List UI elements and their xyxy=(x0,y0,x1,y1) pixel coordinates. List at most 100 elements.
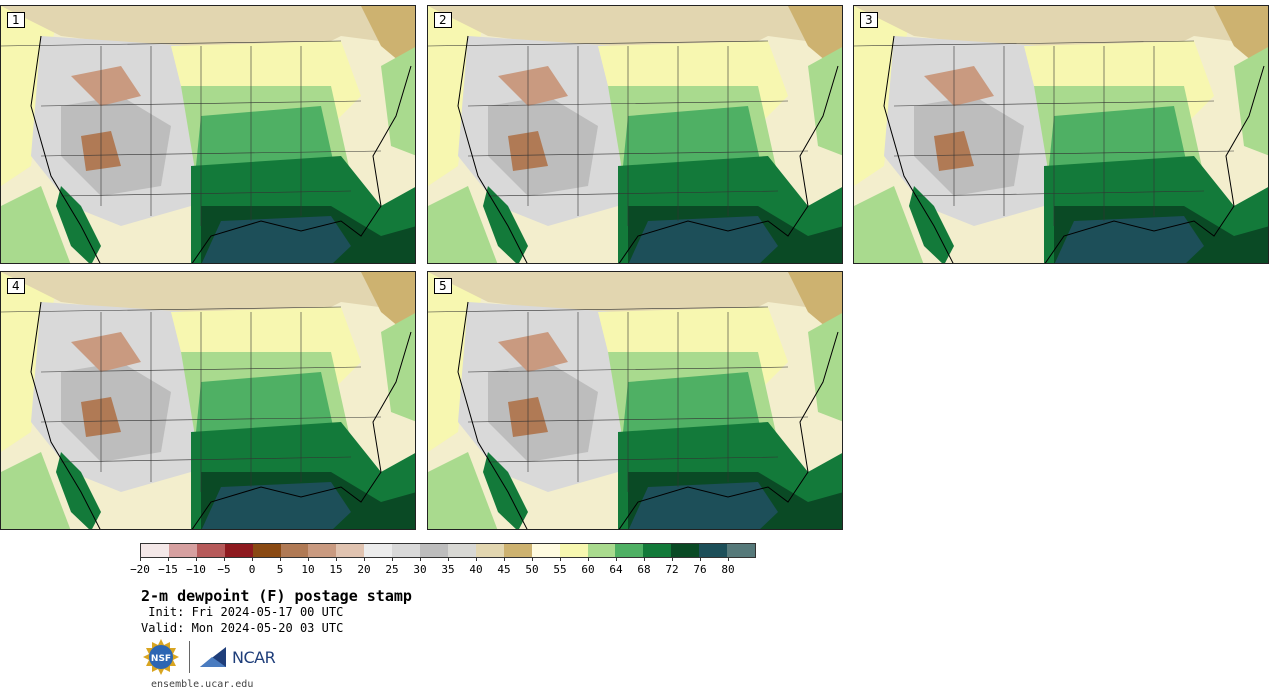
dewpoint-map xyxy=(428,6,842,263)
colorbar-tick-label: −20 xyxy=(130,563,150,576)
atlantic xyxy=(808,313,842,422)
colorbar-tick-mark xyxy=(504,557,505,561)
colorbar-swatch xyxy=(420,544,448,557)
boundary-line xyxy=(467,100,789,107)
colorbar-tick-mark xyxy=(392,557,393,561)
colorbar-tick-label: 5 xyxy=(276,563,284,576)
colorbar-tick-mark xyxy=(336,557,337,561)
boundary-line xyxy=(913,190,1205,197)
west-brown-1 xyxy=(71,332,141,372)
colorbar-swatch xyxy=(252,544,281,557)
boundary-line xyxy=(40,416,382,423)
colorbar-swatch xyxy=(531,544,560,557)
boundary-line xyxy=(854,40,1195,47)
gulf-teal xyxy=(201,216,351,263)
boundary-line xyxy=(1,306,342,313)
colorbar-swatch xyxy=(392,544,421,557)
atlantic xyxy=(381,313,415,422)
colorbar-tick-mark xyxy=(224,557,225,561)
boundaries xyxy=(1,306,382,492)
boundary-line xyxy=(428,306,769,313)
colorbar-tick-mark xyxy=(672,557,673,561)
west-gray xyxy=(488,362,598,462)
map-panel-5: 5 xyxy=(427,271,843,530)
atlantic xyxy=(808,47,842,156)
colorbar-swatch xyxy=(224,544,253,557)
boundaries xyxy=(854,40,1235,226)
boundary-line xyxy=(893,150,1235,157)
colorbar-swatch xyxy=(587,544,616,557)
dewpoint-map xyxy=(1,272,415,529)
panel-label: 1 xyxy=(7,12,25,28)
colorbar-tick-label: 50 xyxy=(525,563,539,576)
colorbar-swatch xyxy=(727,544,755,557)
colorbar-tick-mark xyxy=(252,557,253,561)
colorbar-tick-mark xyxy=(700,557,701,561)
coastline xyxy=(883,35,1265,263)
colorbar-swatch xyxy=(168,544,197,557)
atlantic xyxy=(1234,47,1268,156)
colorbar-tick-label: −5 xyxy=(217,563,231,576)
colorbar-tick-mark xyxy=(728,557,729,561)
boundary-line xyxy=(60,190,352,197)
colorbar-swatch xyxy=(336,544,365,557)
coastline xyxy=(30,301,412,529)
colorbar-tick-mark xyxy=(476,557,477,561)
boundary-line xyxy=(40,100,362,107)
ocean-west-green xyxy=(854,186,924,263)
colorbar-tick-label: 25 xyxy=(385,563,399,576)
colorbar-tick-label: 40 xyxy=(469,563,483,576)
boundaries xyxy=(428,306,809,492)
boundary-line xyxy=(40,150,382,157)
coastline xyxy=(30,35,412,263)
colorbar-tick-mark xyxy=(168,557,169,561)
boundary-line xyxy=(1,40,342,47)
colorbar-tick-label: 15 xyxy=(329,563,343,576)
colorbar-tick-label: 30 xyxy=(413,563,427,576)
nsf-logo-icon: NSF xyxy=(143,639,179,675)
colorbar-tick-mark xyxy=(196,557,197,561)
colorbar-tick-label: −10 xyxy=(186,563,206,576)
colorbar-swatch xyxy=(447,544,476,557)
colorbar-tick-mark xyxy=(532,557,533,561)
atlantic xyxy=(381,47,415,156)
valid-time: Valid: Mon 2024-05-20 03 UTC xyxy=(141,621,344,635)
colorbar-tick-mark xyxy=(140,557,141,561)
colorbar-swatch xyxy=(280,544,309,557)
plot-title: 2-m dewpoint (F) postage stamp xyxy=(141,587,412,605)
map-panel-4: 4 xyxy=(0,271,416,530)
west-gray xyxy=(914,96,1024,196)
panel-label: 2 xyxy=(434,12,452,28)
colorbar-swatch xyxy=(559,544,588,557)
svg-text:NSF: NSF xyxy=(151,654,171,664)
colorbar-tick-mark xyxy=(280,557,281,561)
colorbar-tick-label: 55 xyxy=(553,563,567,576)
boundary-line xyxy=(60,456,352,463)
colorbar-tick-label: 60 xyxy=(581,563,595,576)
boundary-line xyxy=(893,100,1215,107)
colorbar-swatch xyxy=(364,544,393,557)
logos: NSF NCAR xyxy=(143,638,276,676)
boundary-line xyxy=(487,456,779,463)
colorbar-swatch xyxy=(615,544,644,557)
ocean-west-green xyxy=(1,452,71,529)
west-gray xyxy=(61,362,171,462)
colorbar-tick-label: 35 xyxy=(441,563,455,576)
boundaries xyxy=(428,40,809,226)
dewpoint-map xyxy=(854,6,1268,263)
boundaries xyxy=(1,40,382,226)
colorbar-swatch xyxy=(308,544,337,557)
boundary-line xyxy=(467,416,809,423)
gulf-teal xyxy=(1054,216,1204,263)
boundary-line xyxy=(40,366,362,373)
west-gray xyxy=(61,96,171,196)
map-panel-1: 1 xyxy=(0,5,416,264)
ocean-west-green xyxy=(428,186,498,263)
colorbar-tick-label: 72 xyxy=(665,563,679,576)
panel-label: 4 xyxy=(7,278,25,294)
colorbar-tick-mark xyxy=(588,557,589,561)
ncar-logo-icon xyxy=(200,647,226,667)
west-brown-1 xyxy=(71,66,141,106)
colorbar-tick-mark xyxy=(308,557,309,561)
colorbar-tick-label: 45 xyxy=(497,563,511,576)
